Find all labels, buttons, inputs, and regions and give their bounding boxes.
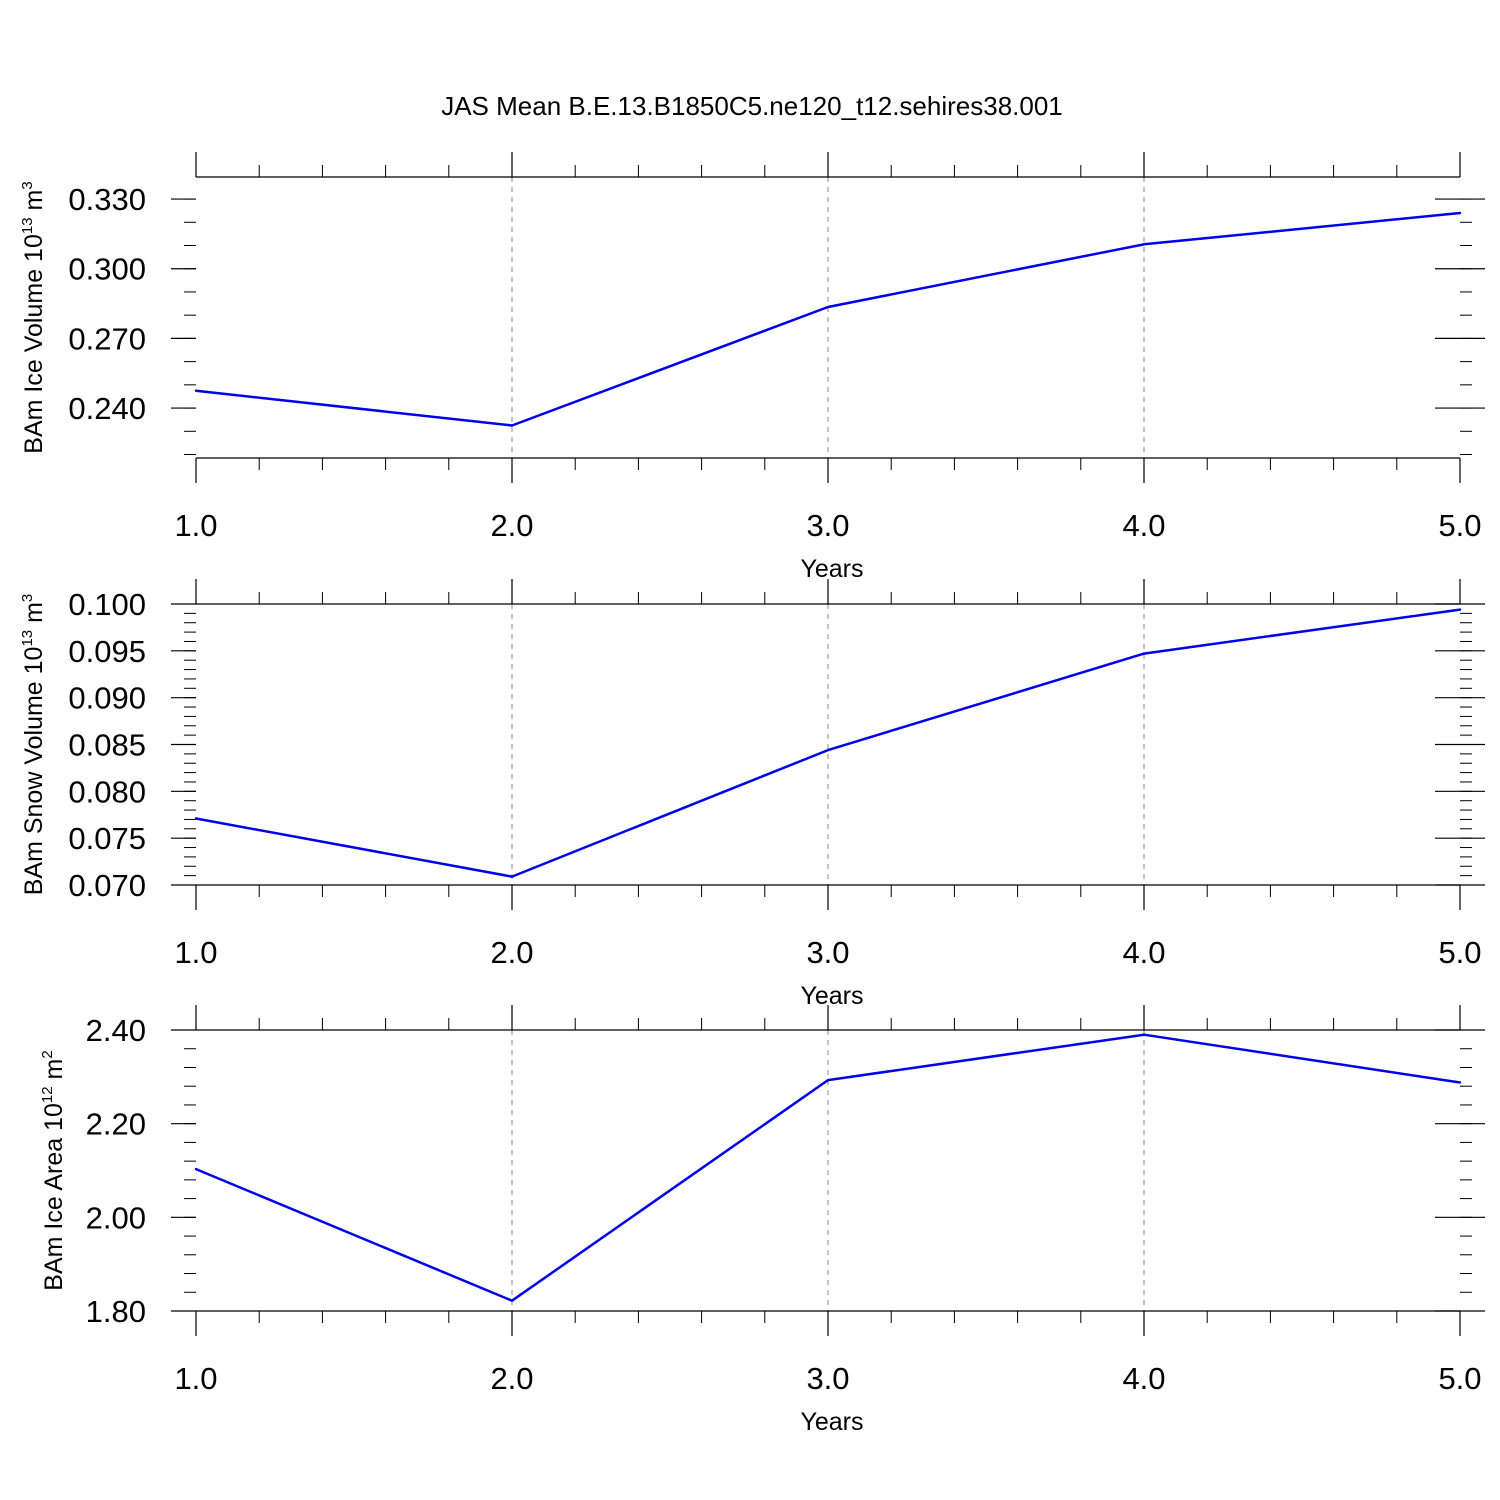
data-point bbox=[1458, 211, 1462, 215]
y-tick-label: 0.090 bbox=[68, 681, 146, 716]
x-tick-label: 1.0 bbox=[174, 508, 217, 543]
x-axis-label: Years bbox=[800, 555, 863, 583]
data-point bbox=[510, 875, 514, 878]
data-point bbox=[826, 305, 830, 309]
panel-3: 1.0 2.0 3.0 4.0 5.0 1.80 2.00 2.20 2.40 Years BAm … bbox=[39, 1005, 1485, 1436]
x-tick-label: 3.0 bbox=[806, 1361, 849, 1396]
data-point bbox=[1142, 243, 1146, 246]
x-tick-label: 2.0 bbox=[490, 508, 533, 543]
x-tick-label: 3.0 bbox=[806, 508, 849, 543]
y-axis-label: BAm Ice Area 1012 m2 bbox=[39, 1050, 68, 1290]
x-tick-label: 1.0 bbox=[174, 1361, 217, 1396]
x-tick-label: 2.0 bbox=[490, 935, 533, 970]
data-point bbox=[1458, 1081, 1462, 1084]
y-tick-label: 0.240 bbox=[68, 391, 146, 426]
data-point bbox=[826, 748, 830, 752]
data-point bbox=[510, 424, 514, 427]
y-tick-label: 2.40 bbox=[86, 1013, 146, 1048]
panel-2: 1.0 2.0 3.0 4.0 5.0 0.070 0.075 0.080 0.085 0.090… bbox=[19, 579, 1485, 1010]
x-tick-label: 4.0 bbox=[1122, 508, 1165, 543]
x-tick-label: 4.0 bbox=[1122, 935, 1165, 970]
data-point bbox=[1142, 1033, 1146, 1036]
x-tick-label: 2.0 bbox=[490, 1361, 533, 1396]
y-axis-label: BAm Snow Volume 1013 m3 bbox=[19, 594, 48, 896]
panel-1: 1.0 2.0 3.0 4.0 5.0 0.240 0.270 0.300 0.330 Years… bbox=[19, 152, 1485, 583]
data-point bbox=[194, 817, 198, 820]
data-point bbox=[510, 1299, 514, 1302]
y-tick-label: 0.075 bbox=[68, 821, 146, 856]
y-tick-label: 1.80 bbox=[86, 1294, 146, 1329]
x-tick-label: 5.0 bbox=[1438, 935, 1481, 970]
x-axis-label: Years bbox=[800, 1408, 863, 1436]
y-tick-label: 0.270 bbox=[68, 321, 146, 356]
panels: 1.0 2.0 3.0 4.0 5.0 0.240 0.270 0.300 0.330 Years… bbox=[19, 152, 1485, 1436]
data-point bbox=[1142, 652, 1146, 655]
y-axis-label: BAm Ice Volume 1013 m3 bbox=[19, 181, 48, 453]
y-tick-label: 2.00 bbox=[86, 1200, 146, 1235]
x-tick-label: 5.0 bbox=[1438, 1361, 1481, 1396]
y-tick-label: 0.100 bbox=[68, 587, 146, 622]
data-point bbox=[826, 1078, 830, 1082]
data-point bbox=[194, 1167, 198, 1171]
data-point bbox=[194, 389, 198, 392]
y-tick-label: 0.085 bbox=[68, 728, 146, 763]
x-tick-label: 4.0 bbox=[1122, 1361, 1165, 1396]
y-tick-label: 2.20 bbox=[86, 1107, 146, 1142]
x-tick-label: 3.0 bbox=[806, 935, 849, 970]
y-tick-label: 0.300 bbox=[68, 252, 146, 287]
y-tick-label: 0.080 bbox=[68, 774, 146, 809]
chart-title: JAS Mean B.E.13.B1850C5.ne120_t12.sehire… bbox=[441, 91, 1063, 121]
x-tick-label: 5.0 bbox=[1438, 508, 1481, 543]
y-tick-label: 0.330 bbox=[68, 182, 146, 217]
x-axis-label: Years bbox=[800, 982, 863, 1010]
x-tick-label: 1.0 bbox=[174, 935, 217, 970]
y-tick-label: 0.095 bbox=[68, 634, 146, 669]
y-tick-label: 0.070 bbox=[68, 868, 146, 903]
data-point bbox=[1458, 608, 1462, 611]
